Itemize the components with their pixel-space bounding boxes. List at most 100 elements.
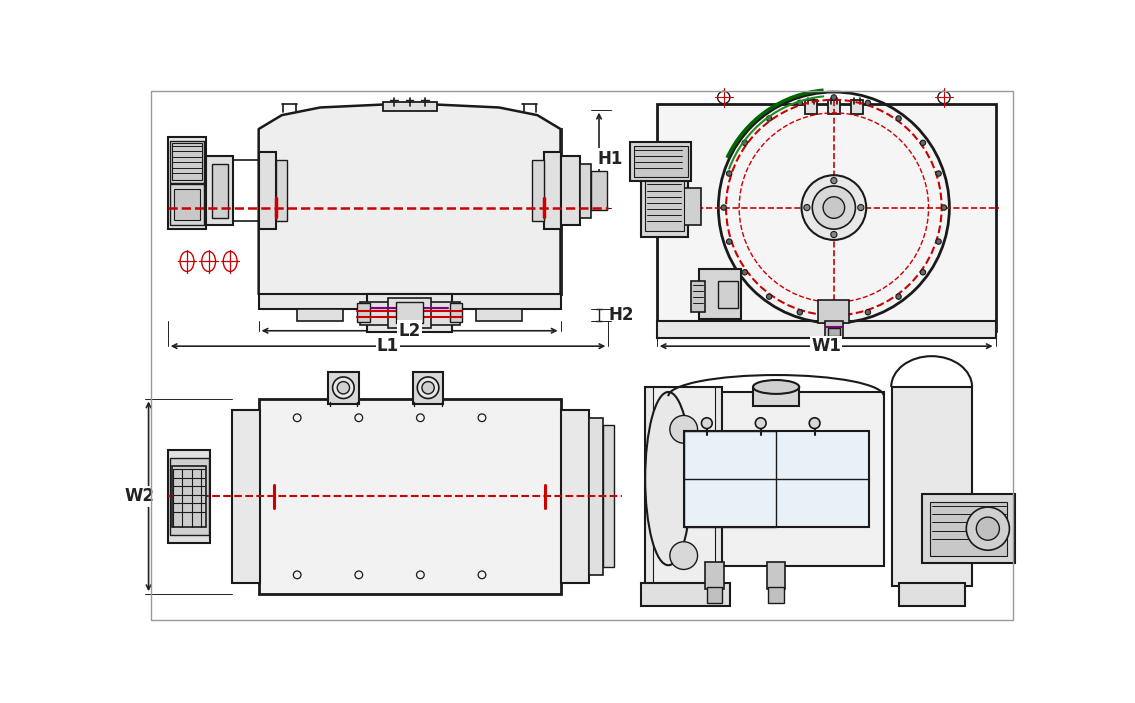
Circle shape: [755, 418, 766, 429]
Ellipse shape: [753, 380, 799, 394]
Bar: [633, 146, 688, 176]
Bar: [170, 141, 204, 183]
Bar: [630, 142, 691, 181]
Bar: [657, 321, 995, 337]
Circle shape: [920, 269, 926, 275]
Polygon shape: [259, 104, 561, 294]
Bar: [683, 188, 700, 225]
Bar: [532, 160, 544, 221]
Text: MILL: MILL: [766, 490, 847, 519]
Circle shape: [936, 171, 941, 176]
Bar: [276, 160, 287, 221]
Circle shape: [941, 205, 947, 210]
Text: H1: H1: [597, 150, 622, 167]
Bar: [691, 280, 705, 311]
Bar: [851, 100, 863, 114]
Circle shape: [976, 517, 1000, 540]
Circle shape: [337, 382, 350, 394]
Bar: [168, 450, 210, 543]
Text: MILL: MILL: [362, 201, 443, 231]
Text: POWDER: POWDER: [731, 473, 883, 503]
Text: POWDER: POWDER: [326, 185, 478, 214]
Circle shape: [726, 239, 732, 244]
Circle shape: [797, 100, 802, 105]
Text: MILL: MILL: [809, 213, 890, 242]
Circle shape: [721, 205, 726, 210]
Circle shape: [422, 382, 435, 394]
Circle shape: [701, 418, 712, 429]
Bar: [767, 562, 785, 588]
Bar: [753, 387, 799, 406]
Bar: [825, 321, 843, 337]
Circle shape: [920, 140, 926, 146]
Bar: [171, 143, 202, 180]
Bar: [232, 410, 260, 583]
Bar: [449, 303, 462, 321]
Bar: [360, 302, 460, 325]
Circle shape: [766, 294, 772, 299]
Circle shape: [865, 100, 871, 105]
Circle shape: [809, 418, 819, 429]
Bar: [657, 103, 995, 330]
Bar: [561, 156, 580, 225]
Bar: [580, 164, 591, 217]
Bar: [297, 309, 344, 321]
Bar: [561, 410, 589, 583]
Bar: [768, 587, 784, 602]
Circle shape: [333, 377, 354, 399]
Bar: [174, 189, 200, 220]
Bar: [683, 431, 776, 527]
Bar: [645, 181, 683, 231]
Bar: [259, 294, 561, 309]
Circle shape: [831, 231, 836, 238]
Bar: [382, 102, 437, 111]
Bar: [368, 294, 452, 333]
Ellipse shape: [645, 392, 691, 565]
Bar: [818, 300, 849, 323]
Circle shape: [896, 116, 901, 121]
Circle shape: [766, 116, 772, 121]
Circle shape: [726, 171, 732, 176]
Circle shape: [936, 239, 941, 244]
Circle shape: [801, 175, 866, 240]
Bar: [413, 372, 444, 404]
Text: POWDER: POWDER: [326, 473, 478, 503]
Bar: [827, 100, 840, 114]
Bar: [544, 152, 561, 229]
Bar: [476, 309, 522, 321]
Circle shape: [670, 542, 698, 569]
Bar: [930, 502, 1007, 555]
Circle shape: [831, 178, 836, 183]
Text: H2: H2: [608, 306, 633, 324]
Bar: [212, 164, 228, 217]
Bar: [718, 280, 738, 308]
Bar: [705, 562, 724, 588]
Bar: [892, 387, 973, 586]
Text: W1: W1: [812, 337, 841, 355]
Circle shape: [813, 186, 856, 229]
Bar: [589, 418, 603, 575]
Circle shape: [966, 507, 1009, 550]
Bar: [645, 387, 722, 586]
Circle shape: [670, 415, 698, 443]
Bar: [805, 100, 817, 114]
Bar: [641, 583, 730, 606]
Bar: [591, 172, 607, 210]
Bar: [641, 175, 688, 237]
Bar: [603, 425, 614, 567]
Text: POWDER: POWDER: [773, 196, 925, 225]
Circle shape: [858, 205, 864, 211]
Bar: [923, 494, 1015, 563]
Bar: [653, 387, 715, 586]
Circle shape: [418, 377, 439, 399]
Text: L1: L1: [377, 337, 400, 355]
Bar: [259, 152, 276, 229]
Bar: [683, 431, 868, 527]
Bar: [699, 269, 741, 319]
Circle shape: [865, 309, 871, 315]
Circle shape: [831, 315, 836, 321]
Bar: [259, 129, 561, 294]
Circle shape: [742, 140, 748, 146]
Text: L2: L2: [398, 322, 421, 340]
Bar: [168, 136, 207, 229]
